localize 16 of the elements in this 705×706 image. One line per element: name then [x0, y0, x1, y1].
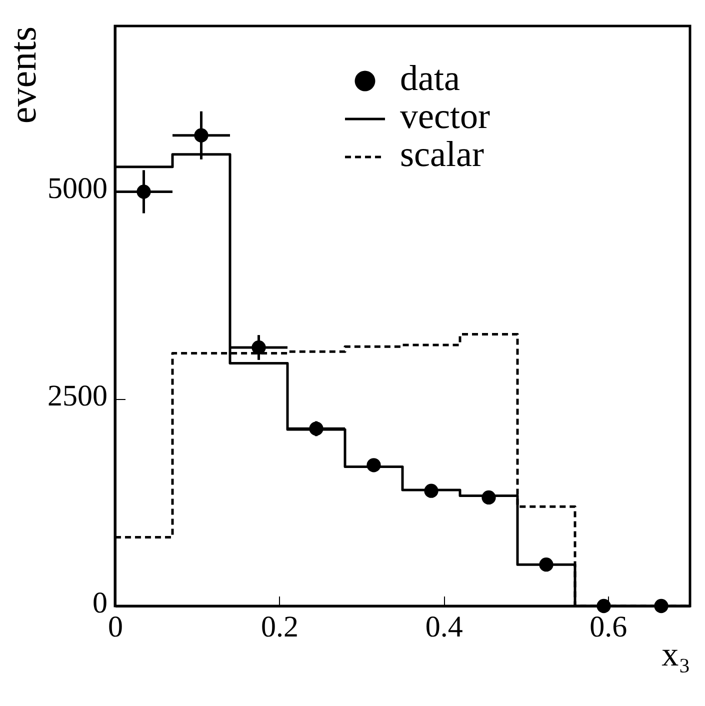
legend-label: vector [400, 96, 490, 136]
y-tick-label: 2500 [48, 379, 108, 412]
point [596, 598, 611, 614]
legend-label: scalar [400, 134, 484, 174]
y-tick-label: 0 [92, 586, 108, 620]
y-axis-title: events [2, 26, 44, 124]
point [136, 184, 151, 199]
x-tick-label: 0.4 [425, 610, 463, 644]
point [252, 340, 266, 355]
point [194, 128, 208, 142]
point [654, 598, 668, 614]
x-axis-title: x₃ [662, 636, 690, 674]
y-tick-label: 5000 [48, 172, 108, 206]
x-tick-label: 0.2 [261, 610, 299, 644]
x-tick-label: 0.6 [590, 610, 628, 644]
legend-label: data [400, 58, 460, 98]
